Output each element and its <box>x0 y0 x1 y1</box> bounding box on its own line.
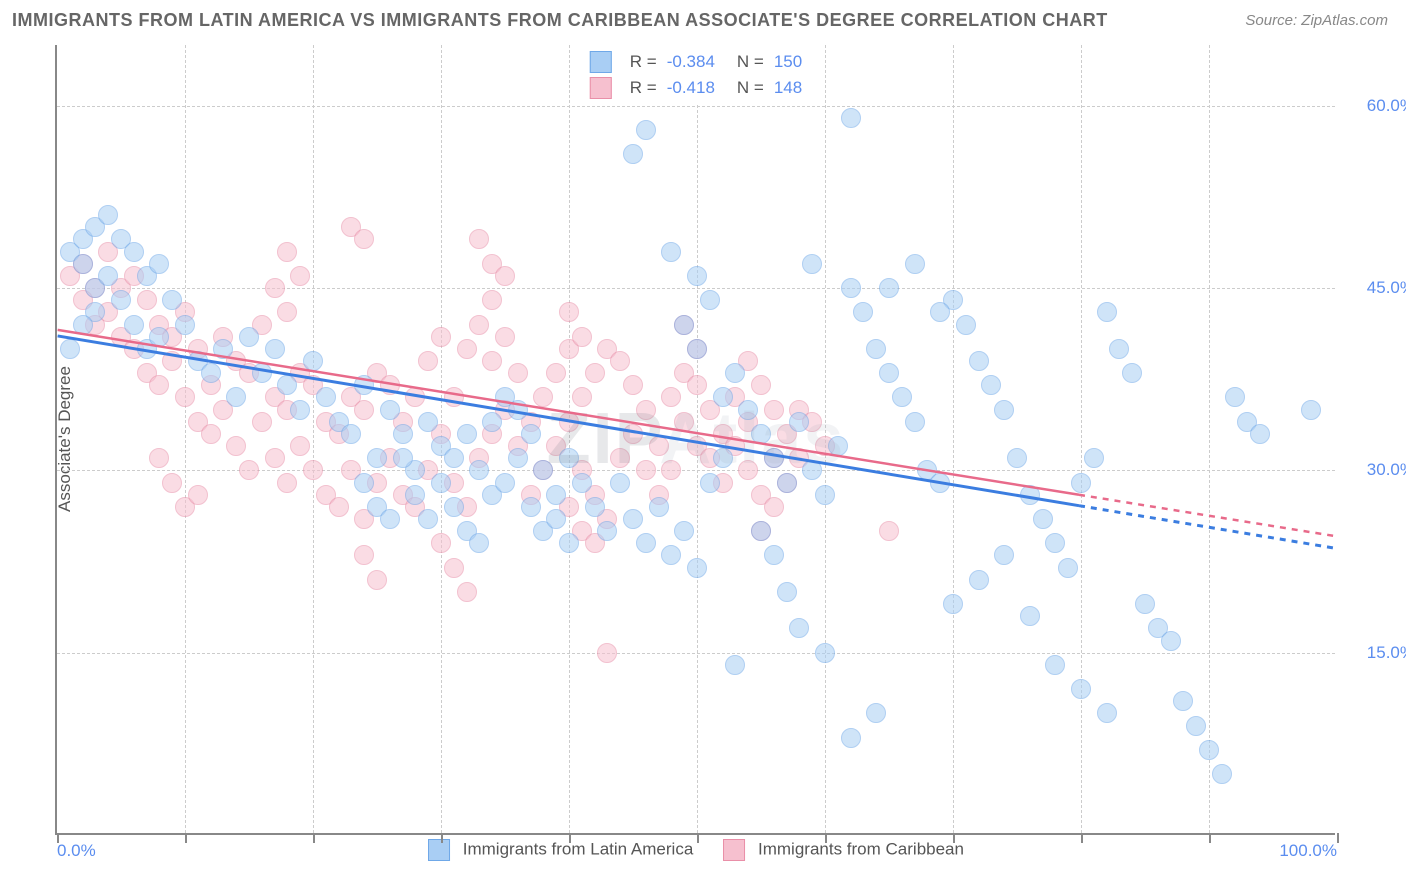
x-tick <box>1209 833 1211 843</box>
plot-area: Associate's Degree ZIPAtlas R = -0.384 N… <box>55 45 1335 835</box>
swatch-series-a-icon <box>428 839 450 861</box>
swatch-series-b-icon <box>590 77 612 99</box>
chart-container: IMMIGRANTS FROM LATIN AMERICA VS IMMIGRA… <box>0 0 1406 892</box>
x-tick-label: 100.0% <box>1279 841 1337 861</box>
chart-title: IMMIGRANTS FROM LATIN AMERICA VS IMMIGRA… <box>12 10 1108 31</box>
swatch-series-a-icon <box>590 51 612 73</box>
y-tick-label: 60.0% <box>1345 96 1406 116</box>
source-label: Source: ZipAtlas.com <box>1245 12 1388 29</box>
x-tick-label: 0.0% <box>57 841 96 861</box>
x-tick <box>953 833 955 843</box>
x-tick <box>313 833 315 843</box>
series-legend: Immigrants from Latin America Immigrants… <box>428 839 964 861</box>
y-tick-label: 15.0% <box>1345 643 1406 663</box>
stats-row-series-b: R = -0.418 N = 148 <box>590 75 802 101</box>
trend-line-extrapolated <box>1079 506 1334 548</box>
legend-item-series-a: Immigrants from Latin America <box>428 839 693 861</box>
x-tick <box>697 833 699 843</box>
y-tick-label: 45.0% <box>1345 278 1406 298</box>
trend-line-extrapolated <box>1079 495 1334 536</box>
trend-line <box>58 336 1079 506</box>
stats-legend: R = -0.384 N = 150 R = -0.418 N = 148 <box>580 45 812 105</box>
legend-item-series-b: Immigrants from Caribbean <box>723 839 964 861</box>
x-tick <box>569 833 571 843</box>
stats-row-series-a: R = -0.384 N = 150 <box>590 49 802 75</box>
trend-line <box>58 330 1079 495</box>
y-tick-label: 30.0% <box>1345 460 1406 480</box>
x-tick <box>825 833 827 843</box>
x-tick <box>441 833 443 843</box>
x-tick <box>185 833 187 843</box>
x-tick <box>1337 833 1339 843</box>
swatch-series-b-icon <box>723 839 745 861</box>
x-tick <box>1081 833 1083 843</box>
